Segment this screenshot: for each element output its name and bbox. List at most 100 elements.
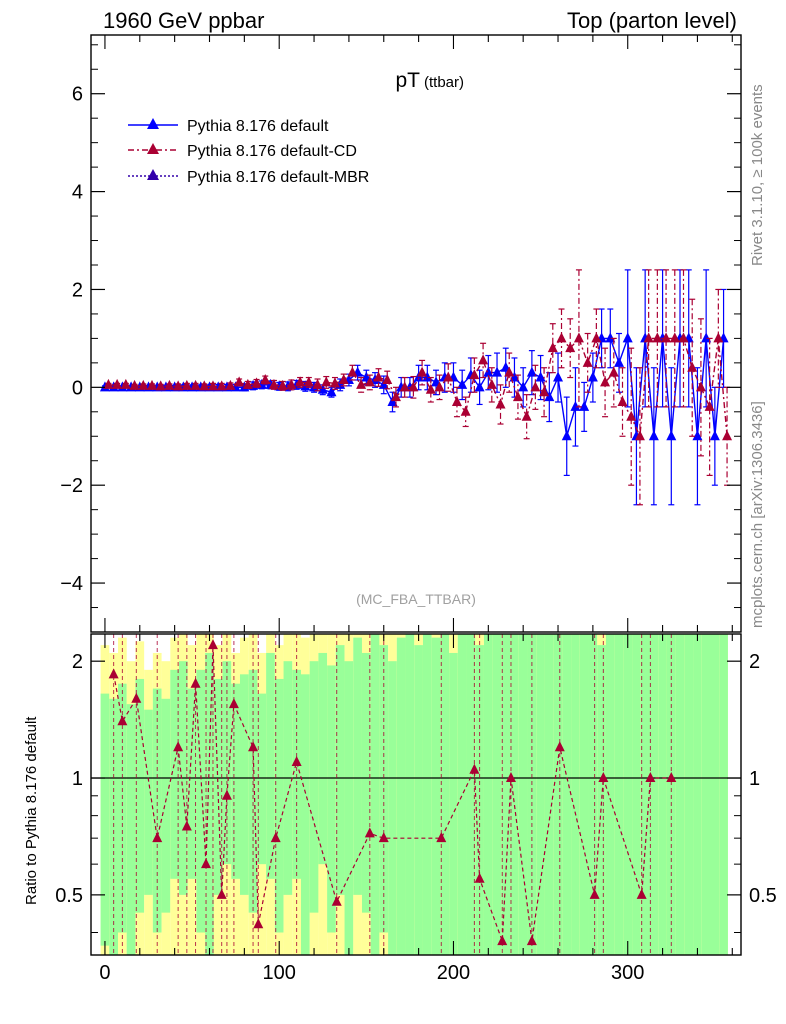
data-point [504, 366, 515, 377]
ratio-band-inner [327, 665, 336, 933]
ratio-band-inner [414, 645, 423, 955]
data-point [579, 400, 590, 411]
ratio-band-inner [483, 634, 493, 955]
ratio-band-inner [510, 634, 519, 955]
data-point [570, 400, 581, 411]
data-point [573, 332, 584, 343]
ratio-band-inner [675, 634, 685, 955]
data-point [695, 381, 706, 392]
ratio-ytick-label-left: 0.5 [55, 885, 83, 907]
data-point [286, 378, 297, 389]
data-point [303, 376, 314, 387]
data-point [692, 430, 703, 441]
data-point [478, 354, 489, 365]
ratio-band-inner [571, 634, 580, 955]
data-point [709, 430, 720, 441]
ratio-band-inner [431, 637, 441, 955]
data-point [565, 342, 576, 353]
header-right-title: Top (parton level) [567, 8, 737, 33]
ratio-band-inner [440, 634, 450, 955]
data-point [138, 379, 149, 390]
ratio-band-inner [544, 634, 554, 955]
ratio-band-inner [527, 634, 537, 955]
main-ytick-label: 4 [72, 182, 83, 204]
ratio-band-inner [422, 634, 432, 955]
ratio-point [378, 832, 389, 843]
ratio-band-inner [266, 652, 275, 879]
ratio-band-inner [361, 652, 371, 913]
data-point [112, 378, 123, 389]
main-ytick-label: −4 [60, 573, 83, 595]
data-point [146, 379, 157, 390]
ratio-point [181, 820, 192, 831]
data-point [260, 373, 271, 384]
data-point [495, 398, 506, 409]
ratio-series-layer [108, 634, 677, 955]
data-point [234, 376, 245, 387]
ratio-ytick-label-left: 1 [72, 768, 83, 790]
ratio-band-inner [658, 634, 667, 955]
ratio-band-inner [684, 634, 694, 955]
ratio-ytick-label-right: 0.5 [749, 885, 777, 907]
watermark: (MC_FBA_TTBAR) [356, 591, 476, 607]
ratio-band-inner [536, 634, 545, 955]
ratio-band-inner [135, 678, 145, 913]
ratio-point [207, 639, 218, 650]
data-point [535, 371, 546, 382]
ratio-ylabel: Ratio to Pythia 8.176 default [23, 716, 40, 905]
legend-marker-mbr [147, 169, 159, 180]
data-point [561, 430, 572, 441]
data-point [553, 371, 564, 382]
main-ytick-label: 6 [72, 84, 83, 106]
data-point [338, 373, 349, 384]
data-point [518, 381, 529, 392]
data-point [460, 405, 471, 416]
ratio-band-inner [161, 698, 171, 913]
data-point [399, 381, 410, 392]
data-point [678, 332, 689, 343]
data-point [390, 391, 401, 402]
ratio-point [526, 935, 537, 946]
ratio-band-inner [640, 634, 650, 955]
data-point [605, 332, 616, 343]
ratio-point [228, 698, 239, 709]
data-point [251, 377, 262, 388]
ratio-band-inner [187, 688, 197, 879]
ratio-band-inner [118, 683, 127, 933]
data-point [434, 381, 445, 392]
data-point [173, 380, 184, 391]
ratio-band-inner [666, 634, 676, 955]
data-point [408, 381, 419, 392]
ratio-point [469, 763, 480, 774]
data-point [190, 379, 201, 390]
ratio-point [364, 827, 375, 838]
data-point [268, 378, 279, 389]
ratio-band-inner [318, 652, 328, 865]
ratio-band-inner [309, 661, 319, 913]
ratio-point [645, 772, 656, 783]
data-point [469, 369, 480, 380]
main-ytick-label: 0 [72, 377, 83, 399]
data-point [364, 376, 375, 387]
ratio-band-inner [100, 693, 110, 946]
data-point [547, 342, 558, 353]
ratio-xtick-label: 200 [437, 962, 470, 984]
ratio-point [505, 772, 516, 783]
ratio-ytick-label-right: 1 [749, 768, 760, 790]
ratio-uncertainty-bands [91, 634, 741, 955]
data-point [129, 379, 140, 390]
mcplots-label: mcplots.cern.ch [arXiv:1306.3436] [749, 401, 766, 628]
ratio-xtick-label: 100 [263, 962, 296, 984]
ratio-point [253, 918, 264, 929]
header-left-title: 1960 GeV ppbar [103, 8, 264, 33]
data-point [457, 378, 468, 389]
ratio-xtick-label: 0 [99, 962, 110, 984]
ratio-band-inner [579, 634, 589, 955]
ratio-point [216, 888, 227, 899]
data-point [425, 383, 436, 394]
data-point [373, 371, 384, 382]
ratio-band-inner [196, 669, 206, 933]
data-point [643, 332, 654, 343]
rivet-label: Rivet 3.1.10, ≥ 100k events [749, 84, 766, 266]
ratio-point [190, 677, 201, 688]
